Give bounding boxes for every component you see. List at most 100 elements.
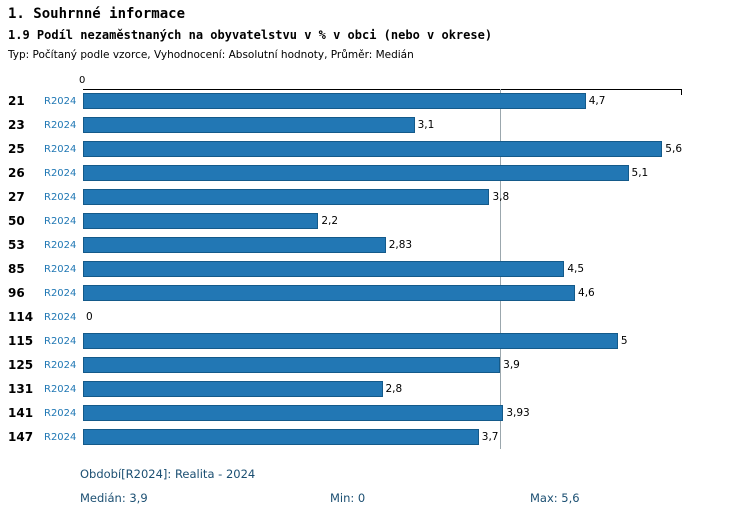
bar-row: 114 R2024 0 xyxy=(0,305,750,329)
period-label: Období[R2024]: Realita - 2024 xyxy=(80,467,256,481)
x-axis-line xyxy=(83,89,682,90)
chart-footer: Období[R2024]: Realita - 2024 Medián: 3,… xyxy=(80,467,720,505)
row-category-label: 85 xyxy=(8,262,25,276)
row-category-label: 53 xyxy=(8,238,25,252)
bar-row: 25 R2024 5,6 xyxy=(0,137,750,161)
bar[interactable] xyxy=(83,141,663,157)
x-axis-tick-label-zero: 0 xyxy=(79,75,86,86)
bar[interactable] xyxy=(83,357,501,373)
bar[interactable] xyxy=(83,405,504,421)
bar-track: 0 xyxy=(83,311,682,323)
row-category-label: 23 xyxy=(8,118,25,132)
bar-track: 4,5 xyxy=(83,261,682,277)
bar-track: 2,83 xyxy=(83,237,682,253)
bar-row: 27 R2024 3,8 xyxy=(0,185,750,209)
row-category-label: 125 xyxy=(8,358,34,372)
bar[interactable] xyxy=(83,333,618,349)
min-stat: Min: 0 xyxy=(330,491,366,505)
bar-row: 125 R2024 3,9 xyxy=(0,353,750,377)
bar-row: 26 R2024 5,1 xyxy=(0,161,750,185)
row-category-label: 26 xyxy=(8,166,25,180)
bar[interactable] xyxy=(83,117,415,133)
x-axis-end-tick xyxy=(681,89,682,95)
bar-track: 2,2 xyxy=(83,213,682,229)
bar-rows: 21 R2024 4,7 23 R2024 3,1 25 R2024 5,6 26 R2024 5,1… xyxy=(0,89,750,449)
row-series-label: R2024 xyxy=(44,431,77,443)
bar-row: 131 R2024 2,8 xyxy=(0,377,750,401)
bar-value-label: 0 xyxy=(86,311,93,323)
bar-value-label: 4,7 xyxy=(588,95,606,107)
bar-value-label: 3,1 xyxy=(417,119,435,131)
bar-value-label: 5,1 xyxy=(631,167,649,179)
row-category-label: 27 xyxy=(8,190,25,204)
bar-row: 21 R2024 4,7 xyxy=(0,89,750,113)
bar-chart: 0 21 R2024 4,7 23 R2024 3,1 25 R2024 5,6 26 R2024 5… xyxy=(0,75,750,449)
row-series-label: R2024 xyxy=(44,95,77,107)
row-category-label: 25 xyxy=(8,142,25,156)
bar-row: 53 R2024 2,83 xyxy=(0,233,750,257)
bar-value-label: 3,7 xyxy=(481,431,499,443)
row-series-label: R2024 xyxy=(44,119,77,131)
chart-meta-info: Typ: Počítaný podle vzorce, Vyhodnocení:… xyxy=(8,49,414,61)
bar-value-label: 3,93 xyxy=(506,407,530,419)
bar-row: 85 R2024 4,5 xyxy=(0,257,750,281)
bar[interactable] xyxy=(83,261,565,277)
row-category-label: 115 xyxy=(8,334,34,348)
row-series-label: R2024 xyxy=(44,167,77,179)
bar-row: 115 R2024 5 xyxy=(0,329,750,353)
bar-value-label: 5,6 xyxy=(665,143,682,155)
bar-value-label: 2,8 xyxy=(385,383,403,395)
bar[interactable] xyxy=(83,285,576,301)
bar-track: 3,7 xyxy=(83,429,682,445)
bar-value-label: 2,83 xyxy=(388,239,413,251)
bar-track: 5,1 xyxy=(83,165,682,181)
max-stat: Max: 5,6 xyxy=(530,491,580,505)
bar-value-label: 5 xyxy=(620,335,628,347)
bar[interactable] xyxy=(83,93,586,109)
page-title: 1. Souhrnné informace xyxy=(8,6,186,22)
row-series-label: R2024 xyxy=(44,383,77,395)
bar-row: 147 R2024 3,7 xyxy=(0,425,750,449)
plot-area: 0 21 R2024 4,7 23 R2024 3,1 25 R2024 5,6 26 R2024 5… xyxy=(0,75,750,449)
row-series-label: R2024 xyxy=(44,239,77,251)
row-series-label: R2024 xyxy=(44,215,77,227)
row-category-label: 21 xyxy=(8,94,25,108)
row-category-label: 114 xyxy=(8,310,34,324)
row-category-label: 50 xyxy=(8,214,25,228)
bar-track: 4,7 xyxy=(83,93,682,109)
row-series-label: R2024 xyxy=(44,287,77,299)
bar[interactable] xyxy=(83,429,479,445)
bar-value-label: 3,9 xyxy=(503,359,520,371)
row-series-label: R2024 xyxy=(44,359,77,371)
row-series-label: R2024 xyxy=(44,143,77,155)
row-category-label: 96 xyxy=(8,286,25,300)
bar-track: 3,9 xyxy=(83,357,682,373)
bar-value-label: 4,5 xyxy=(567,263,585,275)
bar-value-label: 4,6 xyxy=(578,287,595,299)
bar[interactable] xyxy=(83,237,386,253)
row-category-label: 147 xyxy=(8,430,34,444)
bar-row: 50 R2024 2,2 xyxy=(0,209,750,233)
median-stat: Medián: 3,9 xyxy=(80,491,148,505)
bar[interactable] xyxy=(83,381,383,397)
bar-value-label: 2,2 xyxy=(321,215,339,227)
bar-track: 5 xyxy=(83,333,682,349)
bar-row: 141 R2024 3,93 xyxy=(0,401,750,425)
bar-row: 96 R2024 4,6 xyxy=(0,281,750,305)
bar-track: 3,1 xyxy=(83,117,682,133)
bar-track: 3,93 xyxy=(83,405,682,421)
bar-track: 4,6 xyxy=(83,285,682,301)
bar[interactable] xyxy=(83,165,629,181)
row-series-label: R2024 xyxy=(44,335,77,347)
row-category-label: 141 xyxy=(8,406,34,420)
row-category-label: 131 xyxy=(8,382,34,396)
summary-stats: Medián: 3,9 Min: 0 Max: 5,6 xyxy=(80,491,720,505)
chart-title: 1.9 Podíl nezaměstnaných na obyvatelstvu… xyxy=(8,28,493,42)
bar[interactable] xyxy=(83,189,490,205)
row-series-label: R2024 xyxy=(44,311,77,323)
row-series-label: R2024 xyxy=(44,263,77,275)
bar-track: 5,6 xyxy=(83,141,682,157)
bar[interactable] xyxy=(83,213,319,229)
bar-track: 2,8 xyxy=(83,381,682,397)
